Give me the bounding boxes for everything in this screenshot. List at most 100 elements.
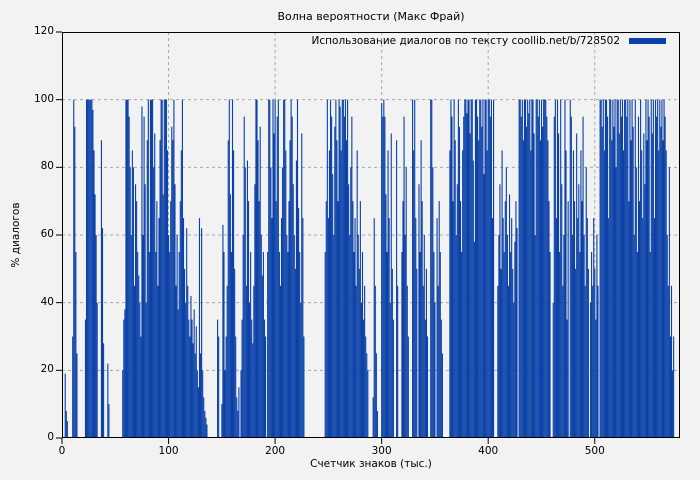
bar	[565, 150, 567, 438]
bar	[223, 251, 225, 438]
bar	[484, 99, 486, 439]
bar	[325, 201, 327, 438]
bar	[287, 251, 289, 438]
bar	[292, 184, 294, 438]
bar	[328, 150, 331, 438]
bar	[250, 251, 252, 438]
bar	[258, 201, 260, 438]
bar	[532, 99, 534, 439]
bar	[439, 251, 441, 438]
bar	[552, 302, 554, 438]
bar	[505, 167, 507, 439]
bar	[619, 99, 621, 439]
bar	[629, 99, 631, 439]
bar	[463, 116, 465, 438]
bar	[132, 167, 134, 439]
bar	[171, 126, 173, 438]
bar	[65, 410, 67, 438]
bar	[464, 99, 466, 439]
y-tick-label: 0	[47, 431, 54, 443]
bar	[340, 150, 342, 438]
bar	[491, 218, 494, 438]
bar	[412, 99, 414, 439]
bar	[168, 235, 170, 438]
bar	[640, 99, 642, 439]
bar	[500, 268, 502, 438]
bar	[177, 309, 179, 438]
bar	[520, 116, 522, 438]
bar	[187, 285, 189, 438]
bar	[235, 336, 237, 438]
bar	[605, 99, 608, 439]
bar	[107, 363, 109, 438]
bar	[147, 99, 149, 439]
bar	[347, 99, 349, 439]
bar	[253, 285, 255, 438]
bar	[276, 116, 278, 438]
bar	[654, 99, 657, 439]
bar	[614, 99, 616, 439]
bar	[382, 116, 384, 438]
bar	[594, 268, 596, 438]
bar	[264, 336, 267, 438]
bar	[519, 99, 521, 439]
bar	[133, 285, 136, 438]
y-tick-label: 80	[40, 160, 54, 173]
bar	[425, 268, 427, 438]
bar	[64, 373, 66, 438]
bar	[268, 99, 270, 439]
bar	[592, 285, 594, 438]
bar	[129, 167, 131, 439]
bar	[516, 228, 518, 438]
x-tick-label: 400	[478, 445, 499, 457]
bar	[633, 235, 635, 438]
bar	[296, 99, 299, 439]
bar	[357, 235, 359, 438]
bar	[331, 116, 333, 438]
bar	[192, 343, 194, 438]
bar	[566, 319, 568, 438]
bar	[637, 116, 640, 438]
bar	[333, 235, 335, 438]
bar	[499, 184, 501, 438]
bar	[580, 150, 582, 438]
bar	[486, 150, 488, 438]
bar	[493, 99, 495, 439]
bar	[92, 109, 94, 439]
bar	[589, 302, 592, 438]
bar	[170, 201, 172, 438]
bar	[335, 99, 337, 439]
bar	[236, 397, 238, 438]
bar	[613, 126, 615, 438]
bar	[455, 235, 457, 438]
bar	[383, 99, 385, 439]
bar	[469, 133, 471, 438]
bar	[497, 285, 499, 438]
bar	[584, 285, 586, 438]
bar	[575, 268, 577, 438]
bar	[103, 343, 105, 438]
bar	[387, 150, 389, 438]
bar	[174, 184, 176, 438]
bar	[260, 235, 262, 438]
bar	[477, 116, 479, 438]
bar	[348, 184, 350, 438]
bar	[472, 160, 474, 439]
x-tick-label: 200	[265, 445, 286, 457]
bar	[489, 116, 491, 438]
bar	[169, 251, 171, 438]
bar	[475, 99, 478, 439]
bar	[302, 218, 304, 438]
bar	[591, 251, 593, 438]
y-tick-label: 40	[40, 295, 54, 308]
bar	[651, 133, 653, 438]
bar	[337, 201, 339, 438]
bar	[625, 99, 627, 439]
bar	[480, 99, 482, 439]
bar	[334, 126, 336, 438]
bar	[324, 251, 326, 438]
bar	[274, 99, 276, 439]
bar	[126, 99, 128, 439]
bar	[547, 140, 549, 438]
bar	[546, 116, 548, 438]
